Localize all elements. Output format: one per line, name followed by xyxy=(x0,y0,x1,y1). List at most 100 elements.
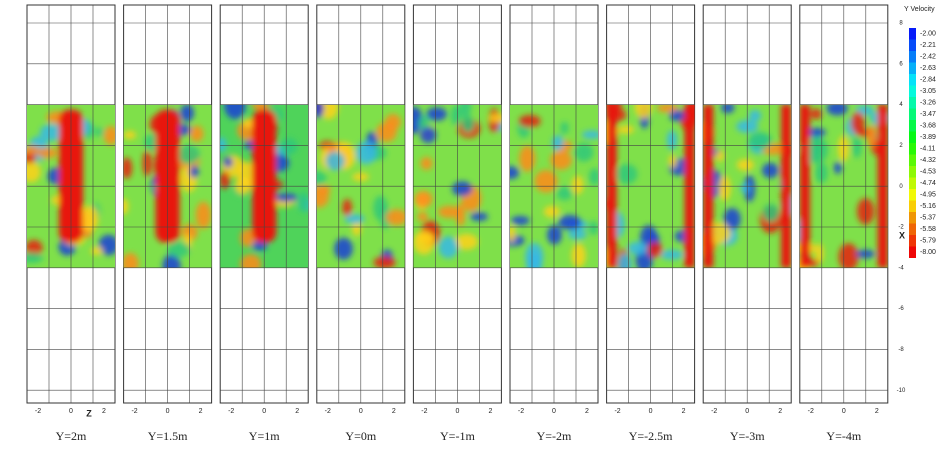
blob xyxy=(855,249,876,259)
z-tick-label: -2 xyxy=(614,408,620,415)
x-tick-label: -8 xyxy=(898,347,904,353)
blob xyxy=(223,156,233,168)
blob xyxy=(452,181,473,197)
blob xyxy=(510,166,520,180)
blob xyxy=(852,135,862,158)
blob xyxy=(560,121,569,134)
blob xyxy=(867,124,877,148)
panel: -2 0 2 Y=-3m xyxy=(702,4,792,443)
blob xyxy=(123,157,133,179)
z-tick-label: 0 xyxy=(455,408,459,415)
colorbar-label: -2.42 xyxy=(920,54,936,61)
blob xyxy=(373,256,396,268)
contour-blobs xyxy=(703,104,792,268)
colorbar-label: -2.21 xyxy=(920,42,936,49)
blob xyxy=(234,176,252,195)
z-tick-label: 2 xyxy=(875,408,879,415)
blob xyxy=(837,135,849,162)
panel-label: Y=0m xyxy=(345,429,376,443)
x-tick-label: 4 xyxy=(899,102,903,108)
colorbar-swatch xyxy=(909,28,916,40)
colorbar-swatch xyxy=(909,74,916,86)
blob xyxy=(721,104,735,114)
colorbar-label: -2.00 xyxy=(920,31,936,38)
blob xyxy=(718,175,731,201)
panel: -2 0 2 Y=-1m xyxy=(412,4,502,443)
blob xyxy=(805,127,827,138)
blob xyxy=(142,150,152,177)
blob xyxy=(556,186,573,201)
blob xyxy=(420,126,437,144)
z-tick-label: -2 xyxy=(421,408,427,415)
blob xyxy=(177,144,200,165)
x-tick-label: -2 xyxy=(898,225,904,231)
colorbar-swatch xyxy=(909,246,916,258)
x-tick-label: -10 xyxy=(897,388,906,394)
colorbar-label: -3.68 xyxy=(920,123,936,130)
colorbar-label: -5.58 xyxy=(920,226,936,233)
z-tick-label: 2 xyxy=(295,408,299,415)
colorbar-swatch xyxy=(909,154,916,166)
blob xyxy=(762,162,779,179)
colorbar-swatch xyxy=(909,85,916,97)
blob xyxy=(589,168,598,186)
blob xyxy=(547,225,562,245)
blob xyxy=(571,243,586,268)
blob xyxy=(450,105,461,126)
x-tick-label: 2 xyxy=(899,143,903,149)
blob xyxy=(417,212,429,222)
blob xyxy=(558,214,582,230)
panel: -2 0 2 Y=0m xyxy=(316,4,406,443)
z-tick-label: 0 xyxy=(262,408,266,415)
blur-group xyxy=(316,104,405,268)
blob xyxy=(415,233,435,242)
blob xyxy=(543,205,561,218)
blob xyxy=(189,125,204,142)
blob xyxy=(123,130,137,140)
blob xyxy=(838,243,859,268)
blob xyxy=(519,145,536,172)
blob xyxy=(437,205,460,219)
z-tick-label: 2 xyxy=(682,408,686,415)
z-tick-label: -2 xyxy=(228,408,234,415)
blob xyxy=(518,114,541,128)
blob xyxy=(298,190,309,213)
blob xyxy=(647,242,663,258)
blob xyxy=(376,122,397,143)
contour-field xyxy=(510,104,598,268)
blob xyxy=(438,236,459,259)
blob xyxy=(510,225,516,243)
blob xyxy=(123,198,129,215)
blob xyxy=(334,237,353,260)
blob xyxy=(123,252,139,268)
contour-blobs xyxy=(606,104,695,268)
blob xyxy=(762,203,779,223)
blob xyxy=(316,170,327,186)
colorbar-label: -5.79 xyxy=(920,238,936,245)
z-tick-label: 0 xyxy=(552,408,556,415)
blur-group xyxy=(510,114,598,268)
blob xyxy=(851,111,865,135)
blob xyxy=(740,183,750,194)
panel-label: Y=-3m xyxy=(730,429,765,443)
panel: -2 0 2 Y=1.5m xyxy=(123,4,213,443)
blob xyxy=(571,175,584,195)
blob xyxy=(420,156,433,170)
blob xyxy=(510,215,530,226)
colorbar-swatch xyxy=(909,97,916,109)
colorbar-label: -4.95 xyxy=(920,192,936,199)
colorbar-swatch xyxy=(909,177,916,189)
blob xyxy=(567,229,587,240)
blob xyxy=(723,208,741,231)
colorbar-label: -3.47 xyxy=(920,111,936,118)
blob xyxy=(240,228,256,248)
contour-field xyxy=(123,104,212,268)
colorbar-swatch xyxy=(909,223,916,235)
blob xyxy=(815,243,824,264)
blob xyxy=(220,171,231,189)
colorbar-label: -3.26 xyxy=(920,100,936,107)
blob xyxy=(252,240,268,251)
colorbar-swatch xyxy=(909,51,916,63)
contour-field xyxy=(703,104,792,268)
blob xyxy=(526,252,542,268)
